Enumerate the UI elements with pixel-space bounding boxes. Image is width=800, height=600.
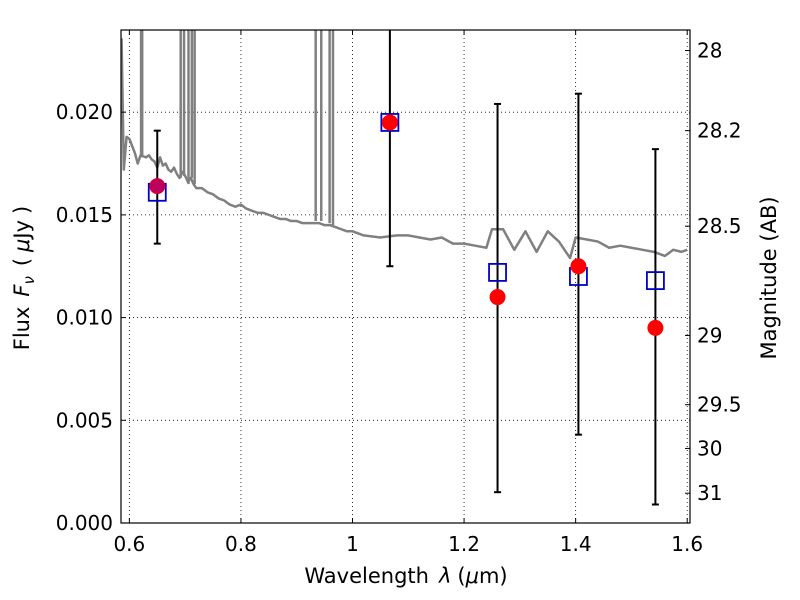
y-axis: 0.000 0.005 0.010 0.015 0.020 <box>56 100 126 535</box>
plot-frame <box>120 29 691 524</box>
x-tick-label: 1 <box>346 532 359 556</box>
x-axis-title: Wavelength λ (μm) <box>304 564 507 588</box>
y2-tick-label: 29 <box>697 323 722 347</box>
x-tick-label: 1.2 <box>448 532 480 556</box>
y2-tick-label: 31 <box>697 481 722 505</box>
y-tick-label: 0.005 <box>56 408 113 432</box>
y-tick-label: 0.015 <box>56 203 113 227</box>
y2-tick-label: 28.5 <box>697 214 742 238</box>
circle-marker <box>489 289 506 306</box>
y-tick-label: 0.010 <box>56 306 113 330</box>
y-tick-label: 0.000 <box>56 511 113 535</box>
x-axis: 0.6 0.8 1 1.2 1.4 1.6 <box>113 30 703 556</box>
y-axis-title: FluxFν(μJy) <box>10 206 38 351</box>
y-tick-label: 0.020 <box>56 100 113 124</box>
circle-marker <box>570 258 587 275</box>
y2-axis-title: Magnitude (AB) <box>757 196 781 359</box>
y2-tick-label: 28.2 <box>697 119 742 143</box>
model-spectrum-line <box>121 38 688 260</box>
y2-tick-label: 30 <box>697 436 722 460</box>
square-marker <box>488 262 507 282</box>
overlap-marker <box>149 178 165 194</box>
plot-area <box>121 30 688 506</box>
y2-tick-label: 28 <box>697 39 722 63</box>
square-marker <box>380 113 400 132</box>
data-markers <box>147 113 665 336</box>
y2-axis: 28 28.2 28.5 29 29.5 30 31 <box>685 39 742 505</box>
y2-tick-label: 29.5 <box>697 393 742 417</box>
x-tick-label: 1.4 <box>560 532 592 556</box>
circle-marker <box>381 114 398 131</box>
circle-marker <box>647 319 664 336</box>
x-tick-label: 1.6 <box>671 532 703 556</box>
x-tick-label: 0.8 <box>225 532 257 556</box>
square-marker <box>646 271 665 291</box>
model-spectrum <box>121 30 688 260</box>
x-tick-label: 0.6 <box>113 532 145 556</box>
